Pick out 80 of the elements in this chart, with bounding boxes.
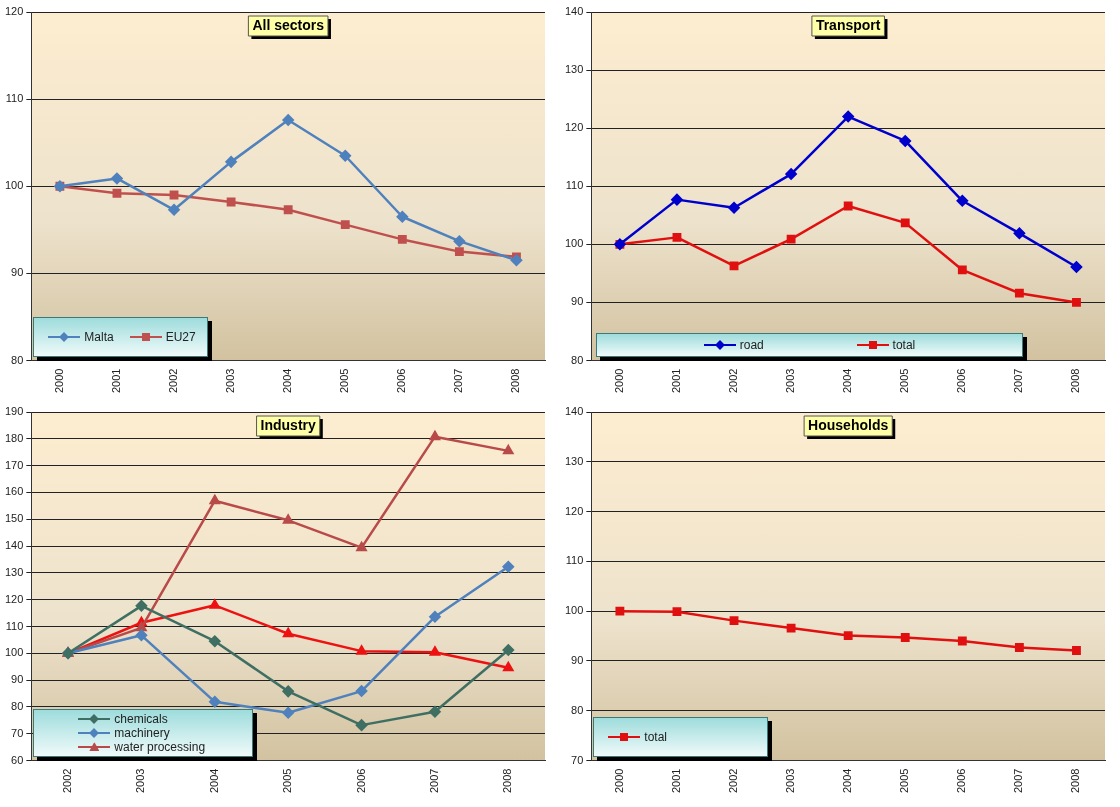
x-tick-label: 2008	[501, 768, 514, 794]
x-tick-label: 2002	[727, 768, 740, 794]
y-tick-label: 130	[564, 63, 584, 76]
y-tick-label: 180	[4, 431, 24, 444]
legend-label: Malta	[84, 329, 114, 344]
x-tick-label: 2007	[1012, 768, 1025, 794]
y-tick-label: 80	[11, 353, 24, 366]
y-tick-label: 170	[4, 458, 24, 471]
chart-title: Transport	[815, 16, 881, 33]
y-tick-label: 100	[564, 237, 584, 250]
x-tick-label: 2004	[841, 768, 854, 794]
x-tick-label: 2000	[612, 368, 625, 394]
x-tick-label: 2007	[1012, 368, 1025, 394]
legend-label: water processing	[114, 739, 206, 754]
x-tick-label: 2003	[224, 368, 237, 394]
y-tick-label: 110	[5, 92, 24, 105]
y-tick-label: 130	[564, 454, 584, 467]
y-tick-label: 110	[565, 179, 584, 192]
chart-title: All sectors	[252, 16, 325, 33]
x-tick-label: 2001	[669, 768, 682, 794]
x-tick-label: 2004	[841, 368, 854, 394]
x-tick-label: 2008	[509, 368, 522, 394]
x-tick-label: 2008	[1069, 368, 1082, 394]
y-tick-label: 120	[564, 504, 584, 517]
x-tick-label: 2003	[784, 768, 797, 794]
x-tick-label: 2000	[52, 368, 65, 394]
y-tick-label: 120	[564, 121, 584, 134]
x-tick-label: 2008	[1069, 768, 1082, 794]
y-tick-label: 90	[571, 653, 584, 666]
x-tick-label: 2005	[898, 768, 911, 794]
y-tick-label: 100	[564, 604, 584, 617]
y-tick-label: 80	[571, 353, 584, 366]
x-tick-label: 2006	[354, 768, 367, 794]
y-tick-label: 60	[11, 753, 24, 766]
x-tick-label: 2001	[669, 368, 682, 394]
x-tick-label: 2007	[452, 368, 465, 394]
y-tick-label: 190	[4, 405, 24, 418]
x-tick-label: 2003	[134, 768, 147, 794]
x-tick-label: 2005	[338, 368, 351, 394]
y-tick-label: 90	[11, 673, 24, 686]
y-tick-label: 70	[11, 726, 24, 739]
y-tick-label: 120	[4, 592, 24, 605]
x-tick-label: 2007	[427, 768, 440, 794]
x-tick-label: 2005	[281, 768, 294, 794]
x-tick-label: 2006	[395, 368, 408, 394]
chart-title: Households	[808, 416, 889, 433]
x-tick-label: 2005	[898, 368, 911, 394]
x-tick-label: 2000	[612, 768, 625, 794]
legend-label: machinery	[114, 725, 170, 740]
legend-label: total	[892, 337, 916, 352]
y-tick-label: 120	[4, 5, 24, 18]
legend-label: chemicals	[114, 711, 168, 726]
y-tick-label: 130	[4, 565, 24, 578]
y-tick-label: 80	[11, 699, 24, 712]
y-tick-label: 140	[564, 405, 584, 418]
y-tick-label: 110	[565, 554, 584, 567]
x-tick-label: 2002	[61, 768, 74, 794]
y-tick-label: 90	[11, 266, 24, 279]
y-tick-label: 100	[4, 646, 24, 659]
y-tick-label: 110	[5, 619, 24, 632]
x-tick-label: 2001	[109, 368, 122, 394]
y-tick-label: 160	[4, 485, 24, 498]
y-tick-label: 100	[4, 179, 24, 192]
legend-label: EU27	[165, 329, 196, 344]
y-tick-label: 150	[4, 512, 24, 525]
x-tick-label: 2002	[167, 368, 180, 394]
y-tick-label: 70	[571, 753, 584, 766]
y-tick-label: 90	[571, 295, 584, 308]
legend-label: total	[644, 729, 668, 744]
x-tick-label: 2004	[281, 368, 294, 394]
x-tick-label: 2006	[955, 768, 968, 794]
x-tick-label: 2004	[207, 768, 220, 794]
x-tick-label: 2002	[727, 368, 740, 394]
legend-label: road	[739, 337, 764, 352]
y-tick-label: 80	[571, 703, 584, 716]
x-tick-label: 2006	[955, 368, 968, 394]
chart-title: Industry	[260, 416, 316, 433]
x-tick-label: 2003	[784, 368, 797, 394]
y-tick-label: 140	[564, 5, 584, 18]
y-tick-label: 140	[4, 539, 24, 552]
